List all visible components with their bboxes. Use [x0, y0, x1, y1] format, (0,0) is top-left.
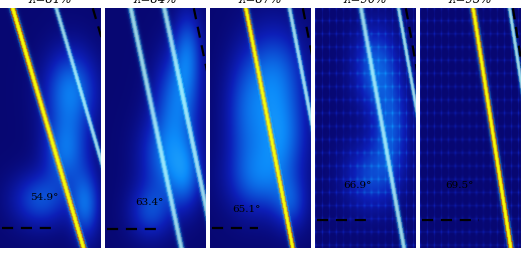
Text: 65.1°: 65.1°: [232, 205, 260, 214]
Text: 54.9°: 54.9°: [30, 193, 59, 202]
Text: 66.9°: 66.9°: [343, 181, 371, 190]
Text: λ=84%: λ=84%: [134, 0, 177, 6]
Text: 69.5°: 69.5°: [445, 181, 474, 190]
Text: λ=87%: λ=87%: [239, 0, 282, 6]
Text: λ=90%: λ=90%: [344, 0, 387, 6]
Text: λ=93%: λ=93%: [449, 0, 492, 6]
Text: λ=81%: λ=81%: [29, 0, 72, 6]
Text: 63.4°: 63.4°: [135, 198, 164, 207]
